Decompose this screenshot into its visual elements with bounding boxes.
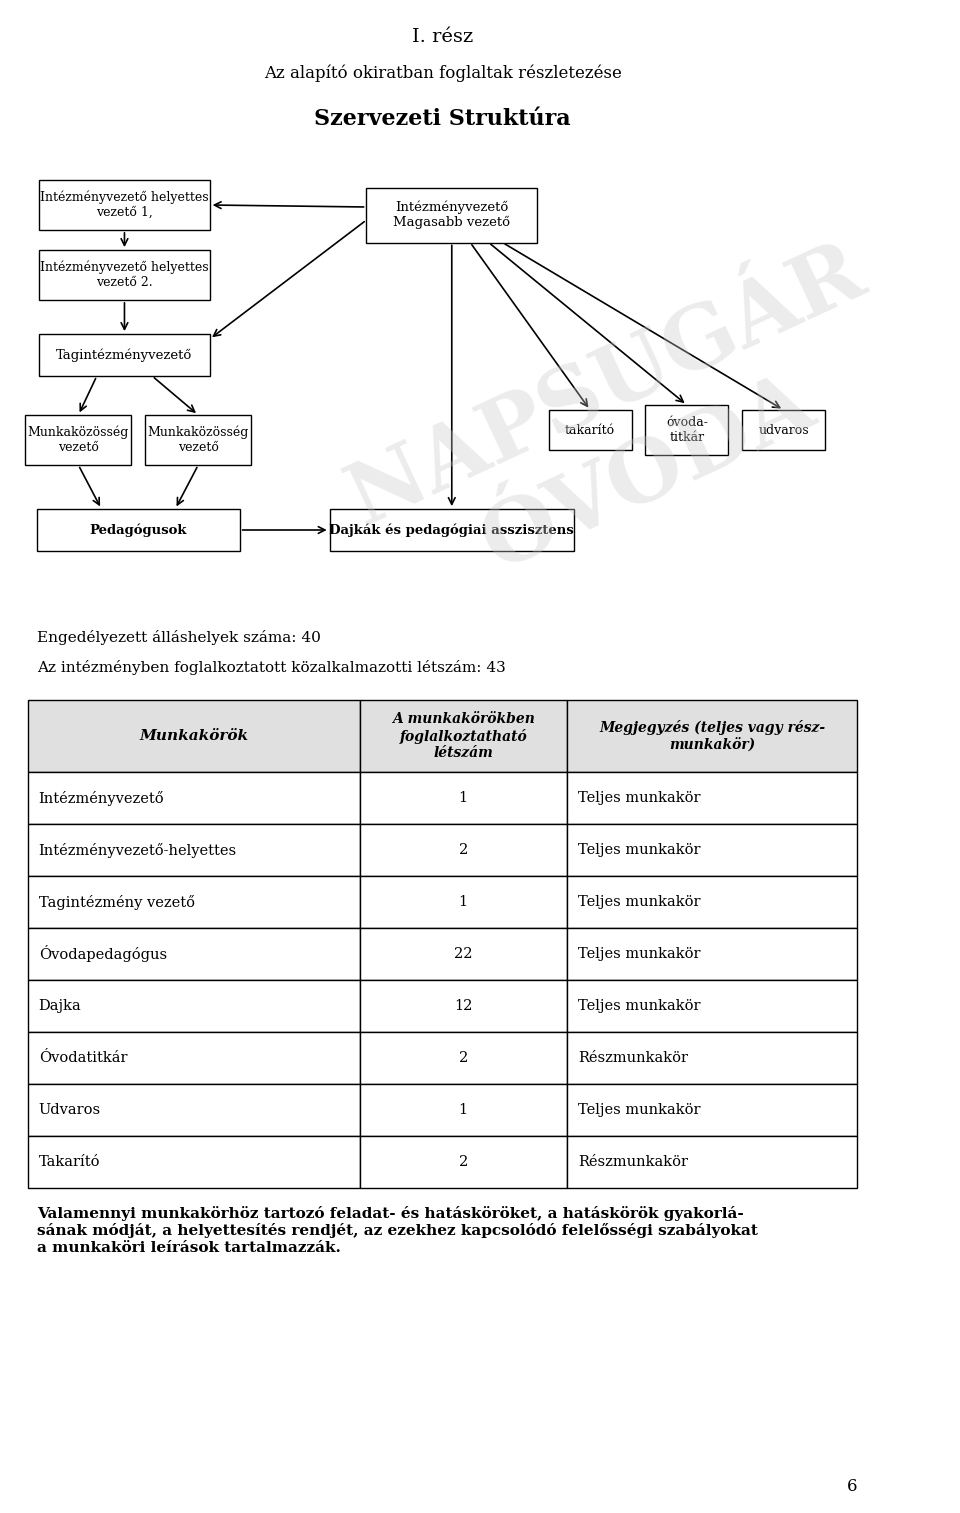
Text: Munkaközösség
vezető: Munkaközösség vezető (148, 425, 249, 454)
Bar (360, 980, 567, 1032)
Bar (28, 825, 360, 876)
Text: A munkakörökben
foglalkoztatható
létszám: A munkakörökben foglalkoztatható létszám (392, 713, 535, 760)
Bar (360, 701, 567, 772)
Text: 1: 1 (459, 791, 468, 805)
Text: I. rész: I. rész (412, 29, 473, 45)
Bar (567, 980, 857, 1032)
Text: Intézményvezető helyettes
vezető 1,: Intézményvezető helyettes vezető 1, (40, 191, 208, 219)
Bar (567, 927, 857, 980)
Bar (360, 927, 567, 980)
Text: Valamennyi munkakörhöz tartozó feladat- és hatásköröket, a hatáskörök gyakorlá-
: Valamennyi munkakörhöz tartozó feladat- … (36, 1206, 757, 1254)
Text: Teljes munkakör: Teljes munkakör (578, 896, 701, 909)
Bar (567, 772, 857, 825)
Bar (28, 876, 360, 927)
Bar (360, 1032, 567, 1083)
Bar (360, 772, 567, 825)
Text: Óvodapedagógus: Óvodapedagógus (38, 946, 167, 962)
Bar (39, 180, 209, 230)
Text: 2: 2 (459, 1154, 468, 1170)
Text: Teljes munkakör: Teljes munkakör (578, 1103, 701, 1117)
Text: Udvaros: Udvaros (38, 1103, 101, 1117)
Text: Intézményvezető
Magasabb vezető: Intézményvezető Magasabb vezető (394, 201, 511, 230)
Text: 1: 1 (459, 896, 468, 909)
Bar (367, 188, 537, 242)
Bar (567, 876, 857, 927)
Bar (28, 980, 360, 1032)
Text: 22: 22 (454, 947, 472, 961)
Text: Munkaközösség
vezető: Munkaközösség vezető (28, 425, 129, 454)
Text: Megjegyzés (teljes vagy rész-
munkakör): Megjegyzés (teljes vagy rész- munkakör) (599, 720, 826, 752)
Text: Pedagógusok: Pedagógusok (89, 523, 187, 537)
Text: Teljes munkakör: Teljes munkakör (578, 791, 701, 805)
Text: Intézményvezető-helyettes: Intézményvezető-helyettes (38, 843, 237, 858)
Text: Intézményvezető: Intézményvezető (38, 790, 164, 805)
Text: udvaros: udvaros (758, 424, 809, 436)
Text: Tagintézmény vezető: Tagintézmény vezető (38, 894, 195, 909)
Text: Óvodatitkár: Óvodatitkár (38, 1052, 128, 1065)
Text: 6: 6 (847, 1478, 857, 1495)
Text: takarító: takarító (565, 424, 615, 436)
Bar (360, 825, 567, 876)
Bar (645, 405, 729, 455)
Text: Szervezeti Struktúra: Szervezeti Struktúra (314, 107, 571, 130)
Bar (360, 1136, 567, 1188)
Text: 1: 1 (459, 1103, 468, 1117)
Bar (28, 1136, 360, 1188)
Bar (28, 927, 360, 980)
Bar (742, 410, 826, 449)
Bar (28, 772, 360, 825)
Text: óvoda-
titkár: óvoda- titkár (666, 416, 708, 443)
Bar (548, 410, 632, 449)
Bar (360, 1083, 567, 1136)
Text: Dajka: Dajka (38, 999, 82, 1014)
Bar (39, 250, 209, 300)
Text: Dajkák és pedagógiai asszisztens: Dajkák és pedagógiai asszisztens (329, 523, 574, 537)
Bar (360, 876, 567, 927)
Text: Részmunkakör: Részmunkakör (578, 1052, 688, 1065)
Text: Az alapító okiratban foglaltak részletezése: Az alapító okiratban foglaltak részletez… (264, 65, 621, 83)
Text: Munkakörök: Munkakörök (139, 729, 249, 743)
Bar (36, 508, 240, 551)
Bar (28, 1032, 360, 1083)
Text: Teljes munkakör: Teljes munkakör (578, 999, 701, 1014)
Bar (567, 1136, 857, 1188)
Text: Takarító: Takarító (38, 1154, 100, 1170)
Text: Az intézményben foglalkoztatott közalkalmazotti létszám: 43: Az intézményben foglalkoztatott közalkal… (36, 660, 506, 675)
Bar (28, 1083, 360, 1136)
Bar (28, 701, 360, 772)
Text: Teljes munkakör: Teljes munkakör (578, 947, 701, 961)
Text: 2: 2 (459, 1052, 468, 1065)
Text: 2: 2 (459, 843, 468, 856)
Text: Részmunkakör: Részmunkakör (578, 1154, 688, 1170)
Text: Tagintézményvezető: Tagintézményvezető (57, 348, 193, 362)
Bar (567, 825, 857, 876)
Text: Teljes munkakör: Teljes munkakör (578, 843, 701, 856)
Bar (567, 1032, 857, 1083)
Text: Engedélyezett álláshelyek száma: 40: Engedélyezett álláshelyek száma: 40 (36, 629, 321, 645)
Bar (25, 415, 132, 464)
Text: Intézményvezető helyettes
vezető 2.: Intézményvezető helyettes vezető 2. (40, 260, 208, 289)
Text: 12: 12 (454, 999, 472, 1014)
Bar (567, 701, 857, 772)
Bar (39, 334, 209, 377)
Bar (329, 508, 574, 551)
Text: NAPSUGÁR
ÓVODA: NAPSUGÁR ÓVODA (335, 230, 919, 631)
Bar (145, 415, 252, 464)
Bar (567, 1083, 857, 1136)
